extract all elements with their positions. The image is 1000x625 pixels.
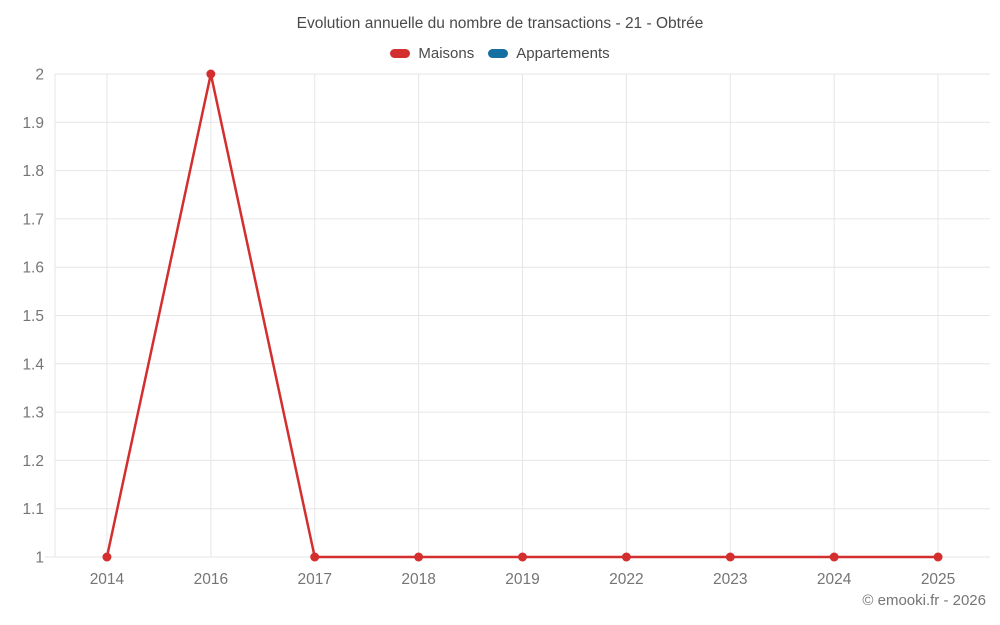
- maisons-swatch-icon: [390, 49, 411, 58]
- x-tick-label: 2024: [817, 571, 852, 588]
- y-tick-label: 1.9: [22, 115, 44, 132]
- data-point-maisons-2019[interactable]: [518, 552, 527, 562]
- x-tick-label: 2016: [194, 571, 228, 588]
- legend: Maisons Appartements: [0, 45, 1000, 62]
- data-point-maisons-2018[interactable]: [414, 552, 424, 562]
- y-tick-label: 1: [35, 550, 44, 567]
- legend-label-maisons: Maisons: [418, 45, 475, 62]
- x-tick-label: 2018: [401, 571, 435, 588]
- y-tick-label: 1.6: [22, 260, 44, 277]
- x-tick-label: 2022: [609, 571, 643, 588]
- legend-item-maisons[interactable]: Maisons: [390, 45, 474, 62]
- data-point-maisons-2014[interactable]: [102, 552, 112, 562]
- y-tick-label: 1.7: [22, 211, 44, 228]
- x-tick-label: 2025: [921, 571, 955, 588]
- x-tick-label: 2019: [505, 571, 539, 588]
- y-tick-label: 1.1: [22, 501, 44, 518]
- y-tick-label: 1.3: [22, 405, 44, 422]
- data-point-maisons-2024[interactable]: [829, 552, 839, 562]
- data-point-maisons-2025[interactable]: [933, 552, 943, 562]
- y-tick-label: 1.4: [22, 356, 44, 373]
- legend-label-appartements: Appartements: [516, 45, 610, 62]
- data-point-maisons-2022[interactable]: [621, 552, 631, 562]
- data-point-maisons-2017[interactable]: [310, 552, 320, 562]
- y-tick-label: 1.5: [22, 308, 44, 325]
- y-tick-label: 1.8: [22, 163, 44, 180]
- x-tick-label: 2023: [713, 571, 747, 588]
- y-tick-label: 2: [35, 67, 44, 84]
- appartements-swatch-icon: [488, 49, 509, 58]
- x-tick-label: 2014: [90, 571, 125, 588]
- x-tick-label: 2017: [297, 571, 331, 588]
- data-point-maisons-2016[interactable]: [206, 69, 216, 79]
- legend-item-appartements[interactable]: Appartements: [488, 45, 610, 62]
- y-tick-label: 1.2: [22, 453, 44, 470]
- watermark: © emooki.fr - 2026: [862, 592, 986, 609]
- data-point-maisons-2023[interactable]: [725, 552, 735, 562]
- chart-title: Evolution annuelle du nombre de transact…: [296, 15, 704, 32]
